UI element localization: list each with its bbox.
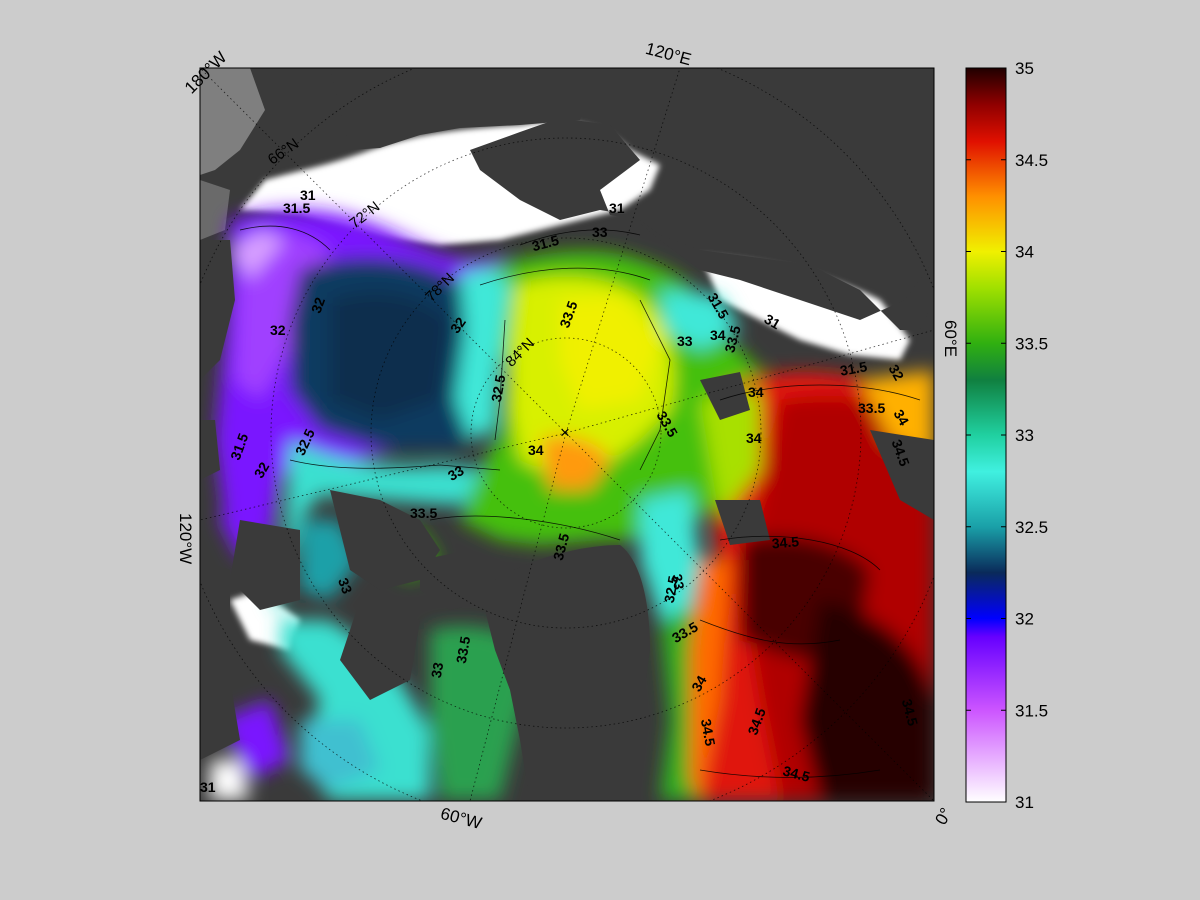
colorbar-tick-label: 33.5: [1015, 334, 1048, 353]
graticule-lat-84: [470, 337, 662, 529]
colorbar-ticks: 31 31.5 32 32.5 33 33.5 34 34.5 35: [966, 59, 1048, 812]
land-svalbard: [700, 372, 750, 420]
graticule-lat-78: [370, 237, 762, 629]
lon-label-0: 0°: [931, 805, 956, 829]
contour-label: 34: [891, 407, 913, 429]
contour-label: 32: [251, 459, 273, 481]
contour-label: 31: [609, 200, 625, 216]
contour-label: 33: [592, 224, 608, 240]
contour-label: 33: [677, 333, 693, 349]
contour-label: 34.5: [899, 697, 922, 728]
contour-label: 33.5: [858, 400, 885, 416]
contour-label: 31.5: [283, 200, 310, 216]
map-frame: [199, 67, 935, 802]
land-greenland: [480, 545, 650, 801]
colorbar-tick-label: 32.5: [1015, 518, 1048, 537]
contour-label: 32: [308, 295, 328, 315]
contour-label: 34: [748, 384, 764, 400]
colorbar-tick-label: 35: [1015, 59, 1034, 78]
contour-lines: [239, 225, 921, 778]
contour-label: 34: [688, 673, 710, 695]
lon-label-120w: 120°W: [176, 513, 195, 564]
contour-label: 31: [300, 187, 316, 203]
colorbar: 31 31.5 32 32.5 33 33.5 34 34.5 35: [965, 59, 1048, 812]
graticule-lat-72: [270, 137, 862, 729]
contour-label: 33: [428, 661, 446, 679]
colorbar-tick-label: 33: [1015, 426, 1034, 445]
contour-label: 31.5: [839, 358, 869, 379]
colorbar-tick-label: 34: [1015, 243, 1034, 262]
contour-label: 34.5: [781, 762, 812, 785]
contour-label: 33: [669, 573, 687, 591]
land-alaska: [200, 240, 235, 380]
colorbar-gradient-bar: [965, 67, 1007, 803]
land-siberia: [330, 68, 934, 330]
contour-label: 34: [710, 327, 726, 343]
contour-label: 34.5: [771, 533, 800, 551]
contour-label: 32: [270, 322, 286, 338]
contour-label: 32: [886, 362, 908, 384]
map-panel: 31.5 31 32 32 32 32.5 32.5 31.5 32 33 31…: [200, 68, 934, 801]
colorbar-tick-label: 34.5: [1015, 151, 1048, 170]
land-light-patch: [200, 180, 230, 240]
contour-label: 34: [746, 430, 762, 446]
graticule: [200, 68, 934, 801]
contour-label: 31.5: [530, 232, 561, 255]
colorbar-tick-label: 32: [1015, 610, 1034, 629]
colorbar-tick-label: 31.5: [1015, 701, 1048, 720]
contour-label: 32.5: [661, 574, 682, 604]
contour-label: 34.5: [698, 718, 719, 748]
contour-label: 33.5: [410, 505, 437, 521]
colorbar-tick-label: 31: [1015, 793, 1034, 812]
contour-label: 31: [762, 311, 784, 333]
contour-label: 33.5: [721, 324, 744, 355]
contour-label: 33.5: [550, 531, 573, 562]
contour-label: 32.5: [488, 373, 509, 403]
land-light-corner: [200, 68, 265, 175]
contour-label: 33: [335, 576, 355, 596]
landmasses: [200, 68, 934, 801]
pole-marker: ×: [560, 423, 570, 442]
lon-label-60e: 60°E: [941, 320, 960, 357]
contour-labels: 31.5 31 32 32 32 32.5 32.5 31.5 32 33 31…: [200, 187, 921, 795]
contour-label: 34: [528, 442, 544, 458]
contour-label: 31: [200, 779, 216, 795]
contour-label: 33.5: [453, 635, 474, 665]
lon-label-60w: 60°W: [439, 804, 484, 833]
lon-label-120e: 120°E: [644, 39, 694, 69]
contour-label: 33: [445, 462, 467, 484]
